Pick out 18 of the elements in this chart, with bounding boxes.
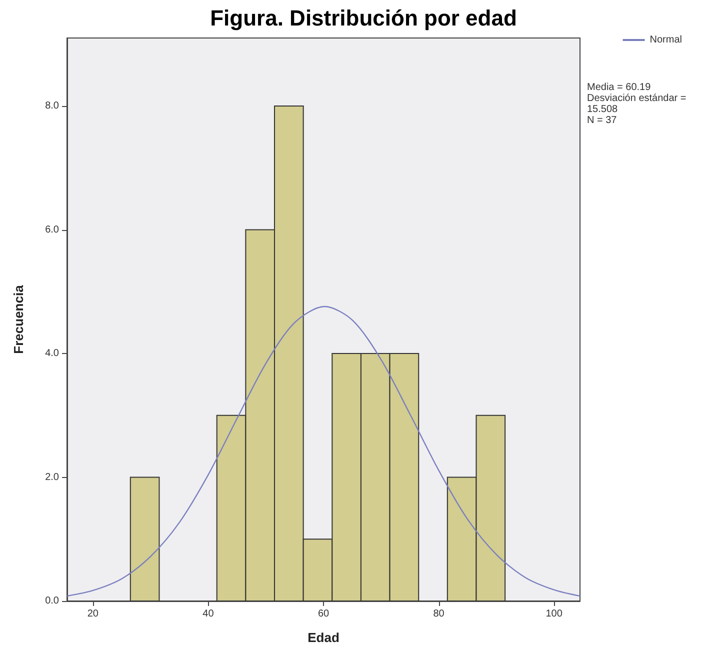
x-tick-label: 60	[318, 608, 330, 620]
x-axis-title: Edad	[308, 630, 340, 645]
text: Media = 60.19	[587, 82, 652, 93]
line-series	[66, 306, 581, 597]
y-axis-title: Frecuencia	[11, 284, 26, 354]
chart-title: Figura. Distribución por edad	[210, 6, 517, 30]
x-tick-label: 20	[87, 608, 99, 620]
y-tick-label: 6.0	[45, 224, 60, 236]
legend-label: Normal	[650, 34, 682, 46]
y-tick-label: 4.0	[45, 348, 60, 360]
x-tick-label: 80	[433, 608, 445, 620]
x-tick-label: 100	[546, 608, 563, 620]
y-tick-label: 2.0	[45, 472, 60, 483]
y-tick-label: 0.0	[45, 596, 60, 606]
text: Desviación estándar = 15.508	[587, 93, 690, 115]
x-tick-label: 40	[202, 608, 214, 620]
y-tick-label: 8.0	[45, 100, 60, 112]
text: N = 37	[587, 115, 618, 126]
